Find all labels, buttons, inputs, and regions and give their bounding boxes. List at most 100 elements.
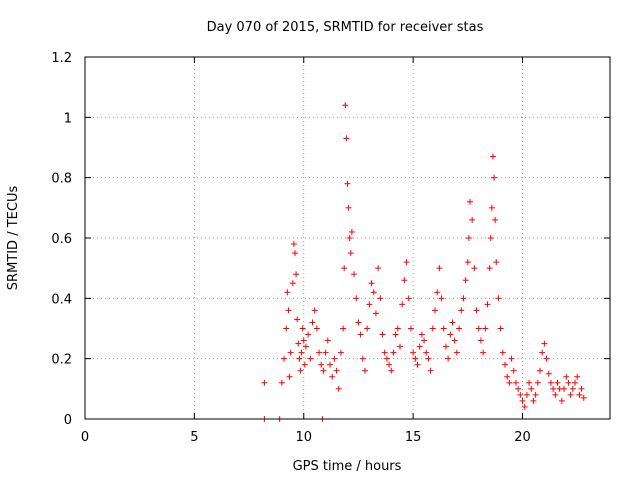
data-point (300, 337, 307, 344)
data-point (469, 216, 476, 223)
y-tick-label: 0.2 (51, 353, 72, 368)
data-point (543, 355, 550, 362)
data-point (353, 295, 360, 302)
data-point (351, 271, 358, 278)
data-point (519, 397, 526, 404)
data-point (335, 385, 342, 392)
data-point (475, 325, 482, 332)
data-point (480, 349, 487, 356)
data-point (290, 241, 297, 248)
data-point (477, 337, 484, 344)
data-point (293, 271, 300, 278)
data-point (537, 367, 543, 374)
data-point (580, 394, 587, 401)
data-point (405, 295, 412, 302)
data-point (392, 331, 399, 338)
data-point (528, 385, 535, 392)
data-point (541, 340, 548, 347)
data-point (401, 277, 408, 284)
data-point (578, 385, 585, 392)
data-point (492, 216, 499, 223)
data-point (506, 379, 513, 386)
data-point (440, 325, 447, 332)
data-point (412, 355, 419, 362)
data-point (497, 325, 504, 332)
data-point (337, 349, 344, 356)
data-point (545, 370, 552, 377)
data-point (504, 373, 511, 380)
data-point (346, 235, 353, 241)
data-point (456, 325, 463, 332)
data-point (447, 331, 454, 338)
x-tick-label: 10 (295, 430, 312, 445)
data-point (495, 295, 502, 302)
data-point (532, 391, 539, 398)
x-tick-label: 20 (514, 430, 531, 445)
data-point (383, 355, 390, 362)
data-point (407, 325, 414, 332)
data-point (493, 259, 500, 266)
data-point (281, 355, 288, 362)
data-point (565, 379, 572, 386)
data-point (517, 391, 524, 398)
data-point (487, 235, 494, 241)
data-point (340, 325, 347, 332)
data-point (364, 325, 371, 332)
data-point (298, 349, 305, 356)
data-point (558, 397, 565, 404)
data-point (377, 295, 384, 302)
data-point (327, 361, 333, 368)
data-point (445, 355, 452, 362)
data-point (471, 265, 478, 272)
data-point (347, 250, 354, 257)
data-point (388, 367, 395, 374)
data-point (576, 391, 583, 398)
y-tick-labels: 0 0.2 0.4 0.6 0.8 1 1.2 (51, 51, 72, 428)
data-point (427, 367, 434, 374)
y-tick-label: 0 (64, 413, 72, 428)
data-point (366, 301, 373, 308)
data-point (397, 343, 403, 350)
data-point (563, 373, 570, 380)
data-point (283, 325, 290, 332)
data-point (307, 355, 314, 362)
data-point (458, 307, 465, 314)
data-point (539, 349, 546, 356)
y-tick-label: 1 (64, 111, 72, 126)
data-point (299, 325, 306, 332)
data-point (357, 331, 364, 338)
y-tick-label: 0.8 (51, 172, 72, 187)
data-point (550, 385, 557, 392)
data-point (379, 331, 386, 338)
data-point (278, 379, 285, 386)
x-tick-label: 15 (405, 430, 422, 445)
data-point (295, 340, 302, 347)
data-point (423, 349, 430, 356)
data-point (521, 403, 528, 410)
data-point (289, 280, 296, 287)
data-point (434, 289, 441, 296)
data-point (375, 265, 382, 272)
data-point (429, 325, 436, 332)
data-point (381, 349, 388, 356)
data-point (414, 361, 421, 368)
data-point (508, 355, 515, 362)
data-point (467, 198, 473, 205)
data-point (329, 373, 336, 380)
data-point (296, 355, 303, 362)
data-point (473, 307, 480, 314)
data-point (318, 361, 325, 368)
data-point (399, 301, 406, 308)
data-point (438, 295, 445, 302)
data-point (368, 280, 375, 287)
data-point (345, 204, 352, 211)
data-point (561, 385, 568, 392)
data-point (451, 337, 458, 344)
data-point (316, 349, 323, 356)
data-point (502, 361, 508, 368)
data-point (333, 367, 340, 374)
data-points (261, 102, 587, 422)
x-tick-label: 5 (190, 430, 198, 445)
x-tick-label: 0 (81, 430, 89, 445)
